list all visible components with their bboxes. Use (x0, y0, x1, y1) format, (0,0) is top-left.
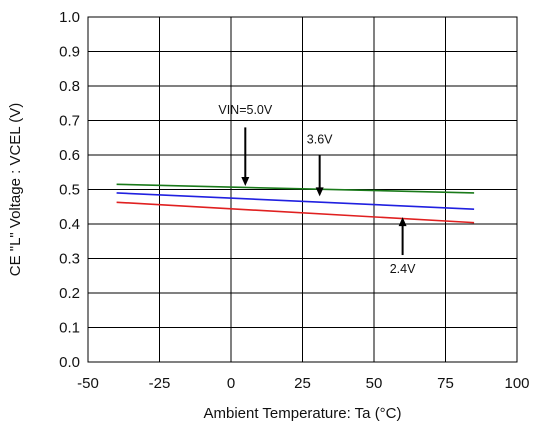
y-axis-label: CE "L" Voltage : VCEL (V) (7, 103, 24, 277)
y-tick-label: 0.1 (59, 320, 80, 337)
y-tick-label: 0.8 (59, 78, 80, 95)
y-tick-label: 0.7 (59, 113, 80, 130)
x-tick-label: 0 (227, 375, 235, 392)
y-tick-label: 0.4 (59, 216, 80, 233)
x-axis-label: Ambient Temperature: Ta (°C) (203, 405, 401, 422)
series-line-1 (116, 192, 475, 210)
annotation-label: VIN=5.0V (218, 103, 273, 117)
x-tick-label: -25 (149, 375, 171, 392)
tick-labels: 0.0 0.1 0.2 0.3 0.4 0.5 0.6 0.7 0.8 0.9 1.0 -50 -25 0… (59, 9, 529, 392)
y-tick-label: 0.6 (59, 147, 80, 164)
annotation-label: 3.6V (307, 132, 333, 146)
annotation-arrow-head (241, 177, 250, 187)
chart-series (116, 183, 475, 224)
chart-annotations: VIN=5.0V 3.6V 2.4V (218, 103, 416, 276)
annotation-label: 2.4V (390, 262, 416, 276)
series-line-2 (116, 201, 475, 224)
x-tick-label: 75 (437, 375, 454, 392)
x-tick-label: 50 (366, 375, 383, 392)
x-tick-label: 25 (294, 375, 311, 392)
x-tick-label: 100 (504, 375, 529, 392)
plot-frame (87, 16, 518, 363)
annotation-arrow-head (315, 187, 324, 197)
y-tick-label: 0.5 (59, 182, 80, 199)
annotation-arrow-head (398, 217, 407, 227)
y-tick-label: 1.0 (59, 9, 80, 26)
y-tick-label: 0.2 (59, 285, 80, 302)
y-tick-label: 0.3 (59, 251, 80, 268)
y-tick-label: 0.9 (59, 44, 80, 61)
y-tick-label: 0.0 (59, 354, 80, 371)
x-tick-label: -50 (77, 375, 99, 392)
series-line-0 (116, 183, 475, 194)
